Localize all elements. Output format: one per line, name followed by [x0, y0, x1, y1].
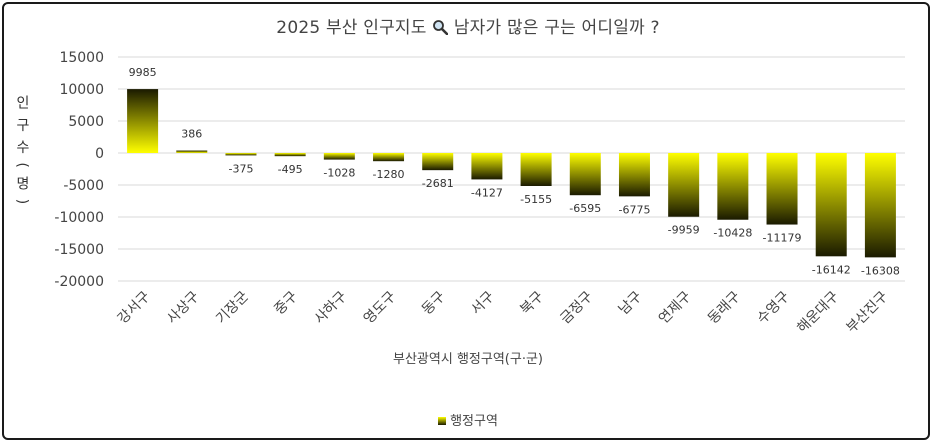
title-text-part2: 남자가 많은 구는 어디일까 ? [448, 18, 660, 38]
data-label: 9985 [129, 66, 157, 79]
x-tick-label: 동구 [419, 288, 449, 318]
data-label: -1028 [323, 167, 355, 180]
y-tick-label: -20000 [54, 274, 104, 290]
bars [127, 89, 896, 258]
legend-label: 행정구역 [450, 414, 498, 429]
bar [274, 153, 306, 157]
title-text-part1: 2025 부산 인구지도 [276, 18, 433, 38]
data-label: -16308 [861, 264, 900, 277]
x-tick-label: 금정구 [557, 288, 596, 327]
bar [225, 153, 257, 156]
x-tick-label: 동래구 [705, 288, 744, 327]
data-label: 386 [181, 128, 202, 141]
y-tick-label: 0 [95, 146, 104, 162]
bar [323, 153, 355, 160]
bar [373, 153, 405, 162]
bar [668, 153, 700, 217]
x-tick-label: 연제구 [656, 288, 695, 327]
y-tick-label: -15000 [54, 242, 104, 258]
data-label: -5155 [520, 193, 552, 206]
data-label: -4127 [471, 186, 503, 199]
bar [815, 153, 847, 257]
data-label: -11179 [763, 232, 802, 245]
y-tick-label: -10000 [54, 210, 104, 226]
chart-title: 2025 부산 인구지도 남자가 많은 구는 어디일까 ? [0, 13, 936, 38]
x-tick-label: 해운대구 [794, 288, 842, 336]
data-label: -2681 [422, 177, 454, 190]
data-labels: 9985 386 -375 -495 -1028 -1280 -2681 -4127 -5155… [129, 66, 900, 277]
data-label: -1280 [373, 168, 405, 181]
y-tick-label: 10000 [59, 82, 104, 98]
data-label: -9959 [668, 224, 700, 237]
data-label: -16142 [812, 263, 851, 276]
data-label: -6595 [569, 202, 601, 215]
x-tick-label: 사상구 [164, 288, 203, 327]
bar [717, 153, 749, 220]
y-tick-label: 15000 [59, 50, 104, 66]
x-tick-label: 수영구 [754, 288, 793, 327]
bar [569, 153, 601, 196]
x-tick-label: 사하구 [312, 288, 351, 327]
bar [471, 153, 503, 180]
y-axis-label: 인 구 수 ( 명 ) [14, 95, 30, 207]
x-tick-label: 영도구 [361, 288, 400, 327]
bar [864, 153, 896, 258]
x-tick-label: 부산진구 [843, 288, 891, 336]
bar [618, 153, 650, 197]
x-tick-label: 남구 [616, 288, 646, 318]
magnifier-icon [433, 20, 449, 35]
bar [127, 89, 159, 153]
x-tick-label: 강서구 [115, 288, 154, 327]
data-label: -10428 [713, 227, 752, 240]
x-tick-labels: 강서구 사상구 기장군 중구 사하구 영도구 동구 서구 북구 금정구 남구 연제구 동래구 수영구 해운대… [115, 288, 892, 336]
x-tick-label: 서구 [468, 288, 498, 318]
x-axis-label: 부산광역시 행정구역(구·군) [393, 352, 543, 367]
bar [422, 153, 454, 171]
data-label: -6775 [618, 203, 650, 216]
y-tick-label: 5000 [68, 114, 104, 130]
legend: 행정구역 [0, 410, 936, 429]
bar [176, 150, 208, 153]
x-tick-label: 중구 [271, 288, 301, 318]
x-tick-label: 기장군 [213, 288, 252, 327]
data-label: -495 [278, 163, 303, 176]
y-tick-labels: 15000 10000 5000 0 -5000 -10000 -15000 -20000 [54, 50, 104, 290]
legend-swatch [438, 417, 447, 425]
bar [766, 153, 798, 225]
data-label: -375 [228, 162, 253, 175]
y-tick-label: -5000 [63, 178, 104, 194]
bar [520, 153, 552, 186]
x-tick-label: 북구 [517, 288, 547, 318]
